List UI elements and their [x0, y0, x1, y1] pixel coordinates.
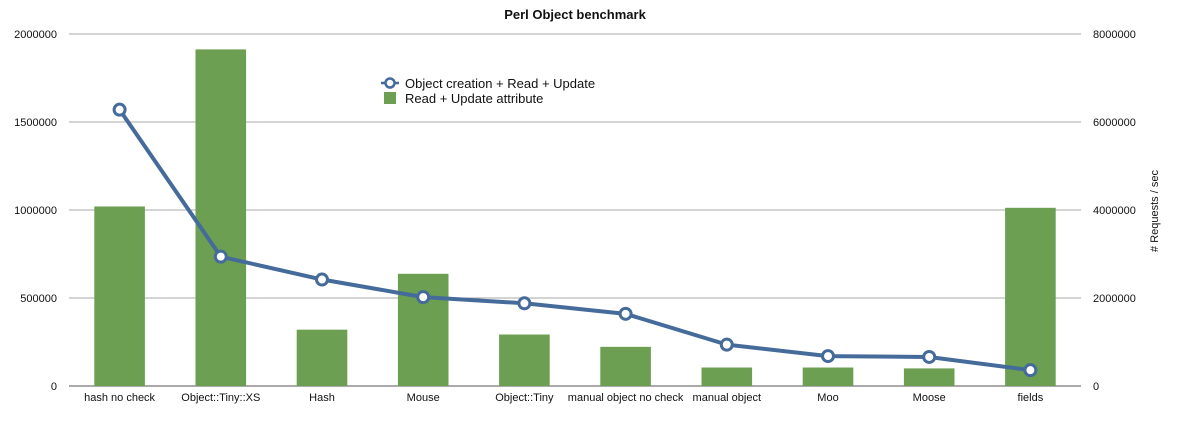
- bar: [499, 334, 550, 386]
- bar: [600, 346, 651, 386]
- y2-tick-label: 6000000: [1093, 117, 1136, 129]
- series-line: [117, 107, 1033, 373]
- x-tick-label: Mouse: [407, 392, 440, 404]
- x-tick-label: Hash: [309, 392, 335, 404]
- bar: [802, 367, 854, 386]
- line-point: [719, 337, 734, 352]
- y2-axis-title: # Requests / sec: [1149, 170, 1161, 252]
- y-tick-label: 1000000: [14, 205, 57, 217]
- bar: [903, 368, 955, 386]
- legend-bar-swatch: [384, 92, 396, 104]
- y-tick-label: 1500000: [14, 117, 57, 129]
- legend: Object creation + Read + Update Read + U…: [381, 76, 595, 106]
- x-tick-label: Object::Tiny: [495, 392, 554, 404]
- line-point: [315, 272, 329, 287]
- legend-bar-label: Read + Update attribute: [405, 91, 543, 106]
- chart-title: Perl Object benchmark: [504, 7, 646, 22]
- y-tick-label: 500000: [20, 293, 57, 305]
- axis-labels: 0 500000 1000000 1500000 2000000 0 2000000 4000…: [14, 29, 1136, 404]
- x-tick-label: manual object no check: [568, 392, 684, 404]
- x-tick-label: hash no check: [84, 392, 155, 404]
- bar: [94, 206, 145, 386]
- line-point: [922, 349, 937, 364]
- bar: [701, 367, 753, 386]
- x-tick-label: manual object: [693, 392, 762, 404]
- bar: [195, 49, 247, 387]
- y2-tick-label: 0: [1093, 381, 1099, 393]
- bar-series: [94, 49, 1056, 387]
- line-point: [1023, 363, 1038, 378]
- y2-tick-label: 4000000: [1093, 205, 1136, 217]
- x-tick-label: Moose: [913, 392, 946, 404]
- line-point: [821, 349, 835, 364]
- legend-line-marker: [384, 77, 396, 89]
- legend-line-label: Object creation + Read + Update: [405, 76, 595, 91]
- y2-tick-label: 2000000: [1093, 293, 1136, 305]
- x-tick-label: fields: [1018, 392, 1044, 404]
- x-tick-label: Moo: [817, 392, 838, 404]
- line-point: [213, 249, 228, 264]
- line-point: [416, 290, 431, 305]
- bar: [296, 329, 348, 386]
- line-point: [517, 296, 532, 311]
- x-tick-label: Object::Tiny::XS: [181, 392, 260, 404]
- y-tick-label: 0: [51, 381, 57, 393]
- y2-tick-label: 8000000: [1093, 29, 1136, 41]
- line-point: [618, 306, 633, 321]
- bar: [1005, 207, 1056, 386]
- line-series: [112, 102, 1038, 378]
- line-point: [112, 102, 127, 117]
- y-tick-label: 2000000: [14, 29, 57, 41]
